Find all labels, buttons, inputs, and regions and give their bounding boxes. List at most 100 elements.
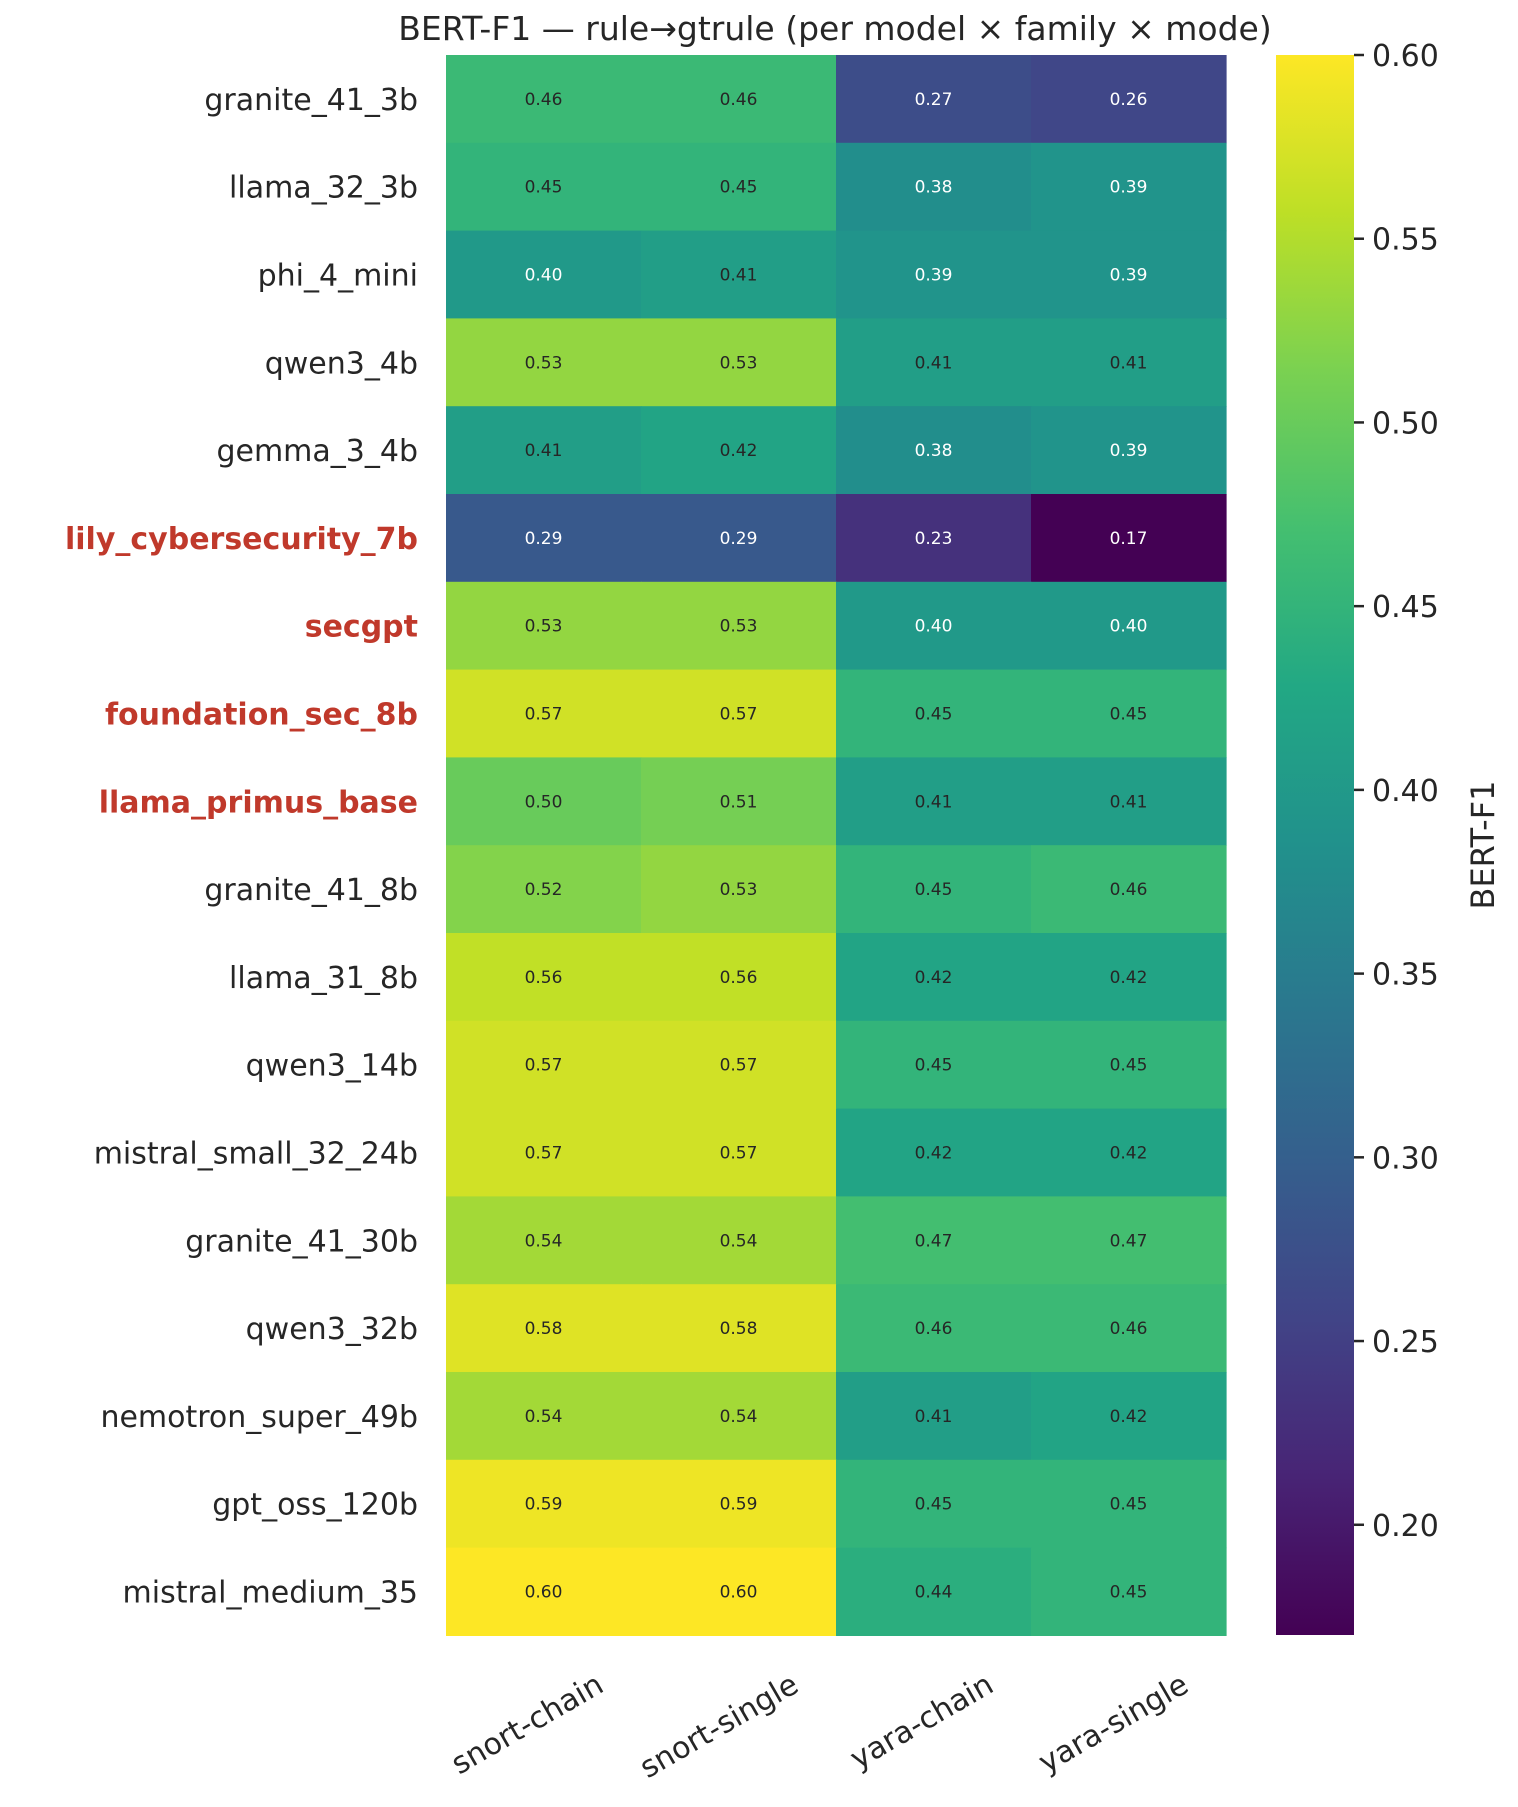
- heatmap-cell: [641, 55, 837, 144]
- cell-value-label: 0.39: [1110, 266, 1148, 286]
- heatmap-cell: [836, 1547, 1032, 1636]
- heatmap-cell: [641, 1196, 837, 1285]
- colorbar-tick-label: 0.50: [1372, 406, 1439, 441]
- cell-value-label: 0.45: [525, 178, 563, 198]
- heatmap-cell: [1031, 669, 1227, 758]
- cell-value-label: 0.40: [1110, 617, 1148, 637]
- cell-value-label: 0.23: [915, 529, 953, 549]
- row-label: gemma_3_4b: [216, 434, 418, 469]
- cell-value-label: 0.56: [720, 968, 758, 988]
- row-label: mistral_medium_35: [123, 1576, 418, 1611]
- row-label: mistral_small_32_24b: [94, 1137, 418, 1172]
- cell-value-label: 0.53: [525, 353, 563, 373]
- heatmap-cell: [836, 933, 1032, 1022]
- cell-value-label: 0.59: [525, 1495, 563, 1515]
- cell-value-label: 0.46: [1110, 1319, 1148, 1339]
- heatmap-cells: 0.46 0.46 0.27 0.26 0.45 0.45 0.38 0.39 0.40 0.41…: [446, 55, 1227, 1636]
- cell-value-label: 0.45: [1110, 1583, 1148, 1603]
- chart-title: BERT-F1 — rule→gtrule (per model × famil…: [398, 9, 1271, 48]
- cell-value-label: 0.46: [915, 1319, 953, 1339]
- cell-value-label: 0.58: [525, 1319, 563, 1339]
- heatmap-cell: [836, 406, 1032, 495]
- cell-value-label: 0.45: [915, 705, 953, 725]
- cell-value-label: 0.45: [1110, 1056, 1148, 1076]
- column-label: snort-single: [634, 1667, 805, 1786]
- colorbar-gradient: [1276, 55, 1354, 1635]
- heatmap-cell: [836, 1284, 1032, 1373]
- heatmap-cell: [446, 757, 642, 846]
- cell-value-label: 0.54: [525, 1407, 563, 1427]
- cell-value-label: 0.57: [720, 1056, 758, 1076]
- colorbar-tick-label: 0.60: [1372, 39, 1439, 74]
- cell-value-label: 0.40: [915, 617, 953, 637]
- heatmap-cell: [836, 55, 1032, 144]
- heatmap-cell: [1031, 494, 1227, 583]
- row-label: granite_41_3b: [204, 83, 418, 118]
- heatmap-cell: [1031, 1196, 1227, 1285]
- heatmap-cell: [641, 1284, 837, 1373]
- cell-value-label: 0.26: [1110, 90, 1148, 110]
- column-label: yara-chain: [844, 1667, 999, 1777]
- cell-value-label: 0.39: [1110, 178, 1148, 198]
- cell-value-label: 0.58: [720, 1319, 758, 1339]
- heatmap-cell: [446, 1284, 642, 1373]
- cell-value-label: 0.40: [525, 266, 563, 286]
- heatmap-cell: [641, 1459, 837, 1549]
- heatmap-cell: [1031, 1547, 1227, 1636]
- heatmap-cell: [641, 933, 837, 1022]
- heatmap-cell: [641, 1020, 837, 1110]
- cell-value-label: 0.54: [720, 1407, 758, 1427]
- colorbar-tick-label: 0.35: [1372, 958, 1439, 993]
- heatmap-cell: [836, 1372, 1032, 1461]
- heatmap-cell: [1031, 933, 1227, 1022]
- cell-value-label: 0.53: [525, 617, 563, 637]
- heatmap-cell: [446, 933, 642, 1022]
- row-label: gpt_oss_120b: [212, 1488, 418, 1523]
- row-label: granite_41_8b: [204, 873, 418, 908]
- heatmap-cell: [1031, 1284, 1227, 1373]
- cell-value-label: 0.17: [1110, 529, 1148, 549]
- heatmap-cell: [641, 1108, 837, 1197]
- row-labels: granite_41_3b llama_32_3b phi_4_mini qwen3_…: [65, 83, 418, 1611]
- heatmap-cell: [446, 494, 642, 583]
- heatmap-cell: [836, 230, 1032, 319]
- cell-value-label: 0.51: [720, 792, 758, 812]
- cell-value-label: 0.45: [720, 178, 758, 198]
- heatmap-cell: [836, 1108, 1032, 1197]
- heatmap-cell: [446, 669, 642, 758]
- cell-value-label: 0.29: [720, 529, 758, 549]
- heatmap-cell: [446, 318, 642, 407]
- colorbar-tick-label: 0.45: [1372, 590, 1439, 625]
- cell-value-label: 0.46: [1110, 880, 1148, 900]
- cell-value-label: 0.45: [915, 1495, 953, 1515]
- cell-value-label: 0.60: [525, 1583, 563, 1603]
- heatmap-cell: [446, 406, 642, 495]
- cell-value-label: 0.50: [525, 792, 563, 812]
- cell-value-label: 0.57: [525, 1144, 563, 1164]
- column-label: yara-single: [1033, 1667, 1195, 1781]
- heatmap-cell: [641, 230, 837, 319]
- heatmap-cell: [836, 1020, 1032, 1110]
- column-labels: snort-chain snort-single yara-chain yara-si…: [445, 1667, 1194, 1786]
- row-label: nemotron_super_49b: [100, 1400, 418, 1435]
- cell-value-label: 0.47: [915, 1231, 953, 1251]
- row-label: secgpt: [305, 610, 418, 645]
- cell-value-label: 0.42: [1110, 968, 1148, 988]
- heatmap-cell: [641, 757, 837, 846]
- cell-value-label: 0.47: [1110, 1231, 1148, 1251]
- cell-value-label: 0.45: [1110, 705, 1148, 725]
- cell-value-label: 0.38: [915, 178, 953, 198]
- cell-value-label: 0.56: [525, 968, 563, 988]
- heatmap-cell: [836, 757, 1032, 846]
- cell-value-label: 0.42: [915, 968, 953, 988]
- heatmap-cell: [1031, 581, 1227, 671]
- heatmap-cell: [836, 1196, 1032, 1285]
- cell-value-label: 0.41: [915, 792, 953, 812]
- row-label: qwen3_14b: [246, 1049, 418, 1084]
- cell-value-label: 0.60: [720, 1583, 758, 1603]
- colorbar-tick-label: 0.40: [1372, 774, 1439, 809]
- row-label: lily_cybersecurity_7b: [65, 522, 418, 557]
- cell-value-label: 0.42: [915, 1144, 953, 1164]
- heatmap-cell: [1031, 1372, 1227, 1461]
- heatmap-cell: [1031, 55, 1227, 144]
